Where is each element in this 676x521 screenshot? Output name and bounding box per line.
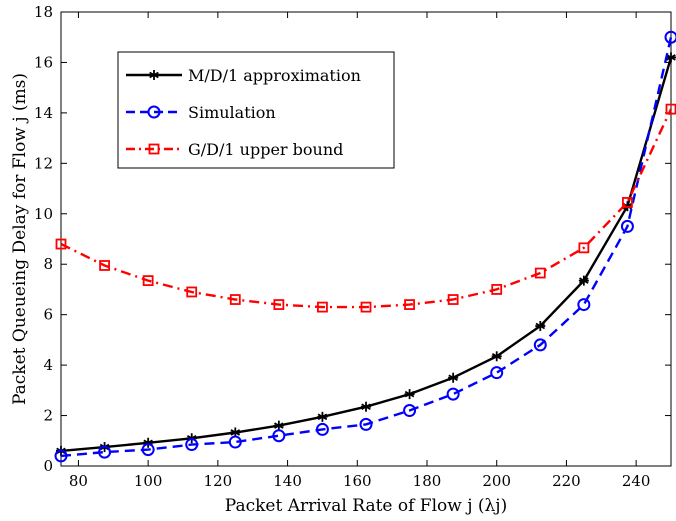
x-axis-label: Packet Arrival Rate of Flow j (λj) — [225, 496, 507, 516]
y-tick-label: 6 — [43, 306, 53, 324]
data-point — [360, 301, 372, 313]
data-point — [229, 294, 241, 305]
data-point — [448, 372, 459, 383]
data-point — [230, 427, 241, 438]
data-point — [534, 267, 546, 279]
x-tick-label: 120 — [204, 472, 233, 490]
data-point — [361, 401, 371, 412]
y-tick-label: 10 — [34, 205, 53, 223]
data-point — [54, 449, 68, 463]
data-point — [359, 417, 373, 431]
data-point — [620, 219, 634, 233]
data-point — [578, 242, 590, 254]
data-point — [491, 351, 502, 362]
y-tick-label: 4 — [43, 356, 53, 374]
y-tick-label: 18 — [34, 3, 53, 21]
data-point — [404, 389, 415, 400]
legend-marker — [147, 105, 161, 119]
data-point — [622, 197, 633, 208]
data-point — [272, 429, 286, 443]
series-layer — [54, 30, 676, 463]
y-tick-label: 12 — [34, 154, 53, 172]
legend-label: G/D/1 upper bound — [188, 140, 343, 159]
legend-label: M/D/1 approximation — [188, 66, 361, 85]
legend-marker — [148, 143, 160, 155]
data-point — [535, 321, 546, 332]
legend-marker — [149, 70, 159, 80]
legend: M/D/1 approximation Simulation G/D/1 upper… — [117, 51, 395, 169]
x-tick-label: 100 — [134, 472, 163, 490]
y-tick-label: 8 — [43, 255, 53, 273]
x-tick-label: 200 — [482, 472, 511, 490]
data-point — [185, 438, 199, 452]
y-axis-label: Packet Queueing Delay for Flow j (ms) — [10, 73, 30, 405]
data-point — [577, 298, 591, 312]
legend-label: Simulation — [188, 103, 276, 122]
x-tick-label: 220 — [552, 472, 581, 490]
data-point — [578, 275, 589, 286]
data-point — [447, 294, 459, 305]
data-point — [273, 420, 284, 431]
series-asterisk — [56, 52, 676, 456]
y-tick-label: 14 — [34, 104, 53, 122]
data-point — [141, 443, 155, 457]
data-point — [533, 338, 547, 352]
series-line — [60, 108, 673, 309]
x-tick-label: 160 — [343, 472, 372, 490]
series-line — [60, 36, 673, 458]
data-point — [273, 299, 285, 310]
x-tick-label: 80 — [69, 472, 88, 490]
data-point — [666, 52, 676, 63]
y-tick-label: 0 — [43, 457, 53, 475]
data-point — [55, 238, 67, 250]
data-point — [446, 387, 460, 401]
x-tick-label: 140 — [273, 472, 302, 490]
y-tick-label: 2 — [43, 407, 53, 425]
data-point — [317, 301, 328, 313]
y-tick-label: 16 — [34, 53, 53, 71]
data-point — [315, 422, 329, 436]
axis-ticks: 80 100 120 140 160 180 200 220 240 0 2 4 6 8 10 12 14 16 1… — [34, 3, 671, 490]
data-point — [142, 275, 154, 287]
data-point — [186, 286, 198, 298]
data-point — [664, 30, 676, 44]
x-tick-label: 240 — [622, 472, 651, 490]
data-point — [404, 299, 415, 310]
x-tick-label: 180 — [413, 472, 442, 490]
data-point — [317, 411, 328, 422]
data-point — [490, 366, 504, 380]
data-point — [491, 284, 503, 295]
data-point — [228, 435, 242, 449]
data-point — [403, 404, 417, 418]
data-point — [98, 445, 112, 459]
data-point — [99, 260, 110, 271]
series-circle — [54, 30, 676, 463]
